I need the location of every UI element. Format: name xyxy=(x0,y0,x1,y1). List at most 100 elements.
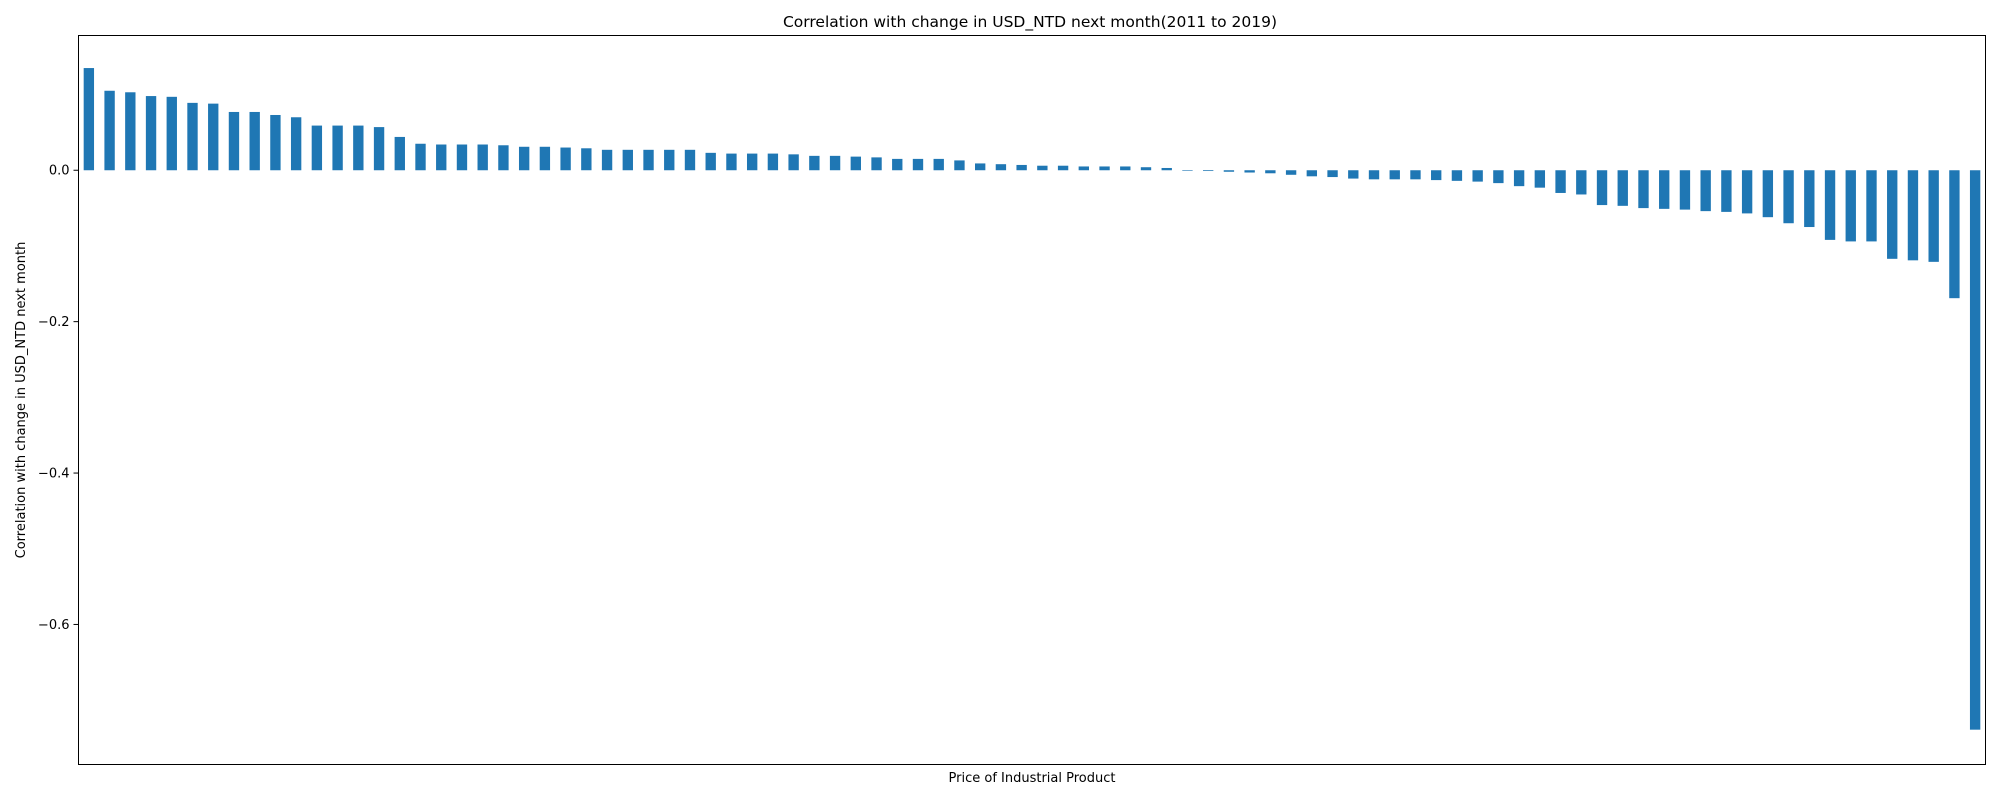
y-tick-label-3: −0.6 xyxy=(38,618,70,633)
bar-46 xyxy=(1037,165,1048,171)
plot-frame xyxy=(78,35,1986,765)
bar-72 xyxy=(1576,170,1587,195)
y-tick-label-2: −0.4 xyxy=(38,467,70,482)
bar-17 xyxy=(436,144,447,171)
x-axis-label: Price of Industrial Product xyxy=(949,771,1116,786)
bar-87 xyxy=(1887,170,1898,259)
bar-75 xyxy=(1638,170,1649,209)
bar-82 xyxy=(1783,170,1794,224)
bar-84 xyxy=(1824,170,1836,240)
bar-13 xyxy=(353,125,364,171)
bar-41 xyxy=(933,158,944,171)
bar-68 xyxy=(1493,170,1504,184)
bar-78 xyxy=(1700,170,1711,212)
bar-88 xyxy=(1907,170,1919,261)
bar-32 xyxy=(746,153,758,171)
bar-64 xyxy=(1410,170,1421,180)
bar-63 xyxy=(1389,170,1400,180)
bar-52 xyxy=(1161,167,1172,171)
bar-19 xyxy=(477,144,488,171)
bar-44 xyxy=(995,164,1007,171)
bar-30 xyxy=(705,152,716,171)
bar-50 xyxy=(1120,166,1131,171)
bar-5 xyxy=(187,102,198,171)
bar-6 xyxy=(208,103,219,171)
bar-61 xyxy=(1348,170,1359,179)
bar-42 xyxy=(954,160,965,171)
bar-56 xyxy=(1244,170,1255,173)
bar-85 xyxy=(1845,170,1856,242)
bar-86 xyxy=(1866,170,1877,242)
bar-37 xyxy=(850,156,861,171)
bar-8 xyxy=(249,111,260,171)
bar-55 xyxy=(1223,170,1235,172)
bar-76 xyxy=(1659,170,1670,209)
bar-23 xyxy=(560,147,571,171)
bar-16 xyxy=(415,143,426,171)
bar-31 xyxy=(726,153,737,171)
bar-29 xyxy=(684,149,696,171)
bar-33 xyxy=(767,153,779,171)
bar-81 xyxy=(1762,170,1774,218)
bar-14 xyxy=(373,127,385,171)
bar-58 xyxy=(1285,170,1297,175)
bar-83 xyxy=(1804,170,1815,228)
bar-71 xyxy=(1555,170,1566,193)
y-tick-label-1: −0.2 xyxy=(38,315,70,330)
bar-9 xyxy=(270,114,281,171)
bar-54 xyxy=(1203,170,1214,172)
bar-27 xyxy=(643,149,654,171)
bar-40 xyxy=(912,158,924,171)
bar-59 xyxy=(1306,170,1318,177)
y-axis: 0.0 −0.2 −0.4 −0.6 xyxy=(38,164,79,633)
bar-25 xyxy=(601,149,613,171)
bar-35 xyxy=(809,155,820,171)
bar-65 xyxy=(1431,170,1442,181)
bar-77 xyxy=(1679,170,1691,210)
bar-47 xyxy=(1057,165,1069,171)
bar-57 xyxy=(1265,170,1276,174)
bar-20 xyxy=(498,145,509,171)
bar-22 xyxy=(539,146,551,171)
bar-48 xyxy=(1078,166,1089,171)
bar-60 xyxy=(1327,170,1338,178)
bar-34 xyxy=(788,154,799,171)
bar-1 xyxy=(104,90,115,171)
bar-91 xyxy=(1969,170,1981,730)
bar-62 xyxy=(1368,170,1380,180)
bar-70 xyxy=(1534,170,1546,188)
bar-74 xyxy=(1617,170,1628,206)
bar-80 xyxy=(1741,170,1753,214)
bar-69 xyxy=(1513,170,1525,187)
bar-4 xyxy=(166,96,177,171)
bar-18 xyxy=(456,144,468,171)
bar-51 xyxy=(1140,167,1152,171)
y-axis-label: Correlation with change in USD_NTD next … xyxy=(14,242,29,559)
bar-0 xyxy=(83,68,95,171)
y-tick-label-0: 0.0 xyxy=(49,164,70,179)
bar-73 xyxy=(1596,170,1608,206)
bar-49 xyxy=(1099,166,1110,171)
bars-group xyxy=(83,68,1981,730)
bar-26 xyxy=(622,149,633,171)
bar-36 xyxy=(829,155,841,171)
bar-11 xyxy=(311,125,323,171)
chart-title: Correlation with change in USD_NTD next … xyxy=(783,13,1277,32)
bar-21 xyxy=(518,146,530,171)
bar-3 xyxy=(145,96,157,171)
bar-39 xyxy=(892,158,903,171)
bar-67 xyxy=(1472,170,1483,182)
bar-79 xyxy=(1721,170,1732,212)
bar-2 xyxy=(125,92,136,171)
bar-24 xyxy=(581,148,592,171)
bar-53 xyxy=(1182,170,1193,171)
bar-45 xyxy=(1016,164,1027,171)
bar-10 xyxy=(290,117,302,171)
bar-12 xyxy=(332,125,343,171)
bar-28 xyxy=(664,149,675,171)
bar-15 xyxy=(394,136,405,171)
bar-66 xyxy=(1451,170,1463,181)
bar-7 xyxy=(228,111,240,171)
bar-90 xyxy=(1949,170,1960,299)
